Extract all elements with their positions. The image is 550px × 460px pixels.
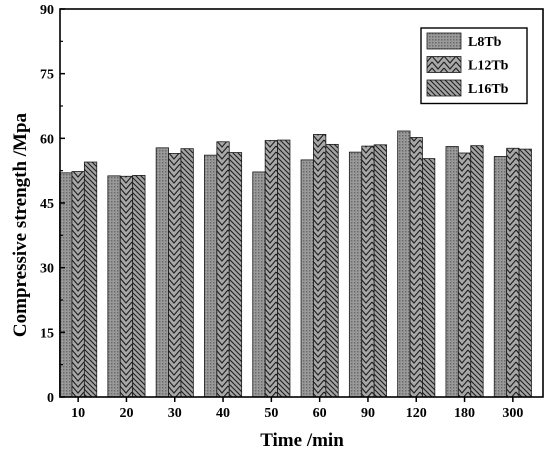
bar-L12Tb-40 xyxy=(216,141,230,398)
legend-swatch-L16Tb xyxy=(426,79,462,97)
bar-L12Tb-60 xyxy=(313,134,327,398)
bar-L8Tb-180 xyxy=(445,146,459,398)
bar-L8Tb-20 xyxy=(107,175,121,398)
bar-L8Tb-40 xyxy=(204,154,218,398)
y-tick-label: 90 xyxy=(40,3,54,18)
bar-L16Tb-300 xyxy=(518,148,532,398)
x-tick-label: 60 xyxy=(313,406,327,421)
bar-L12Tb-300 xyxy=(506,147,520,398)
bar-L8Tb-120 xyxy=(397,130,411,398)
bar-L12Tb-90 xyxy=(361,145,375,398)
bar-L8Tb-50 xyxy=(252,171,266,398)
y-tick-label: 30 xyxy=(40,262,54,277)
x-tick-label: 180 xyxy=(454,406,475,421)
x-tick-label: 50 xyxy=(264,406,278,421)
bar-L8Tb-300 xyxy=(493,156,508,398)
bar-L16Tb-90 xyxy=(373,144,387,398)
bar-L16Tb-40 xyxy=(228,152,243,398)
legend-label-L8Tb: L8Tb xyxy=(468,35,502,50)
bar-L8Tb-30 xyxy=(155,147,169,398)
bar-L16Tb-50 xyxy=(277,139,291,398)
bar-L12Tb-30 xyxy=(168,153,182,398)
x-tick-label: 20 xyxy=(119,406,133,421)
x-tick-label: 30 xyxy=(168,406,182,421)
y-tick-label: 0 xyxy=(47,391,54,406)
bar-L16Tb-20 xyxy=(132,175,146,398)
bar-L16Tb-30 xyxy=(180,148,194,398)
bar-L16Tb-180 xyxy=(470,145,484,398)
x-axis-label: Time /min xyxy=(260,430,344,451)
bar-L12Tb-10 xyxy=(71,171,85,398)
bar-L12Tb-120 xyxy=(409,137,423,398)
ticks-group: 10 20 30 40 50 60 90 120 180 300 0 15 30 45 60 75 90 xyxy=(40,3,523,421)
bar-L12Tb-50 xyxy=(264,140,278,398)
legend-swatch-L8Tb xyxy=(426,32,462,50)
bar-L12Tb-20 xyxy=(119,175,134,398)
x-tick-label: 10 xyxy=(71,406,85,421)
y-tick-label: 60 xyxy=(40,132,54,147)
x-tick-label: 300 xyxy=(502,406,523,421)
bar-L16Tb-60 xyxy=(325,143,339,398)
x-tick-label: 120 xyxy=(406,406,427,421)
bar-L16Tb-10 xyxy=(83,161,98,398)
bar-L16Tb-120 xyxy=(422,158,436,398)
y-tick-label: 75 xyxy=(40,68,54,83)
legend-label-L12Tb: L12Tb xyxy=(468,59,509,74)
bar-L8Tb-90 xyxy=(348,151,363,398)
y-tick-label: 15 xyxy=(40,326,54,341)
x-tick-label: 40 xyxy=(216,406,230,421)
legend-swatch-L12Tb xyxy=(426,56,462,73)
legend: L8Tb L12Tb L16Tb xyxy=(420,27,528,105)
y-axis-label: Compressive strength /Mpa xyxy=(10,112,31,337)
bar-L8Tb-10 xyxy=(59,172,73,398)
bar-L12Tb-180 xyxy=(457,152,472,398)
bar-L8Tb-60 xyxy=(300,159,314,398)
y-tick-label: 45 xyxy=(40,197,54,212)
x-tick-label: 90 xyxy=(361,406,375,421)
legend-label-L16Tb: L16Tb xyxy=(468,82,509,97)
bars-group xyxy=(59,130,532,398)
